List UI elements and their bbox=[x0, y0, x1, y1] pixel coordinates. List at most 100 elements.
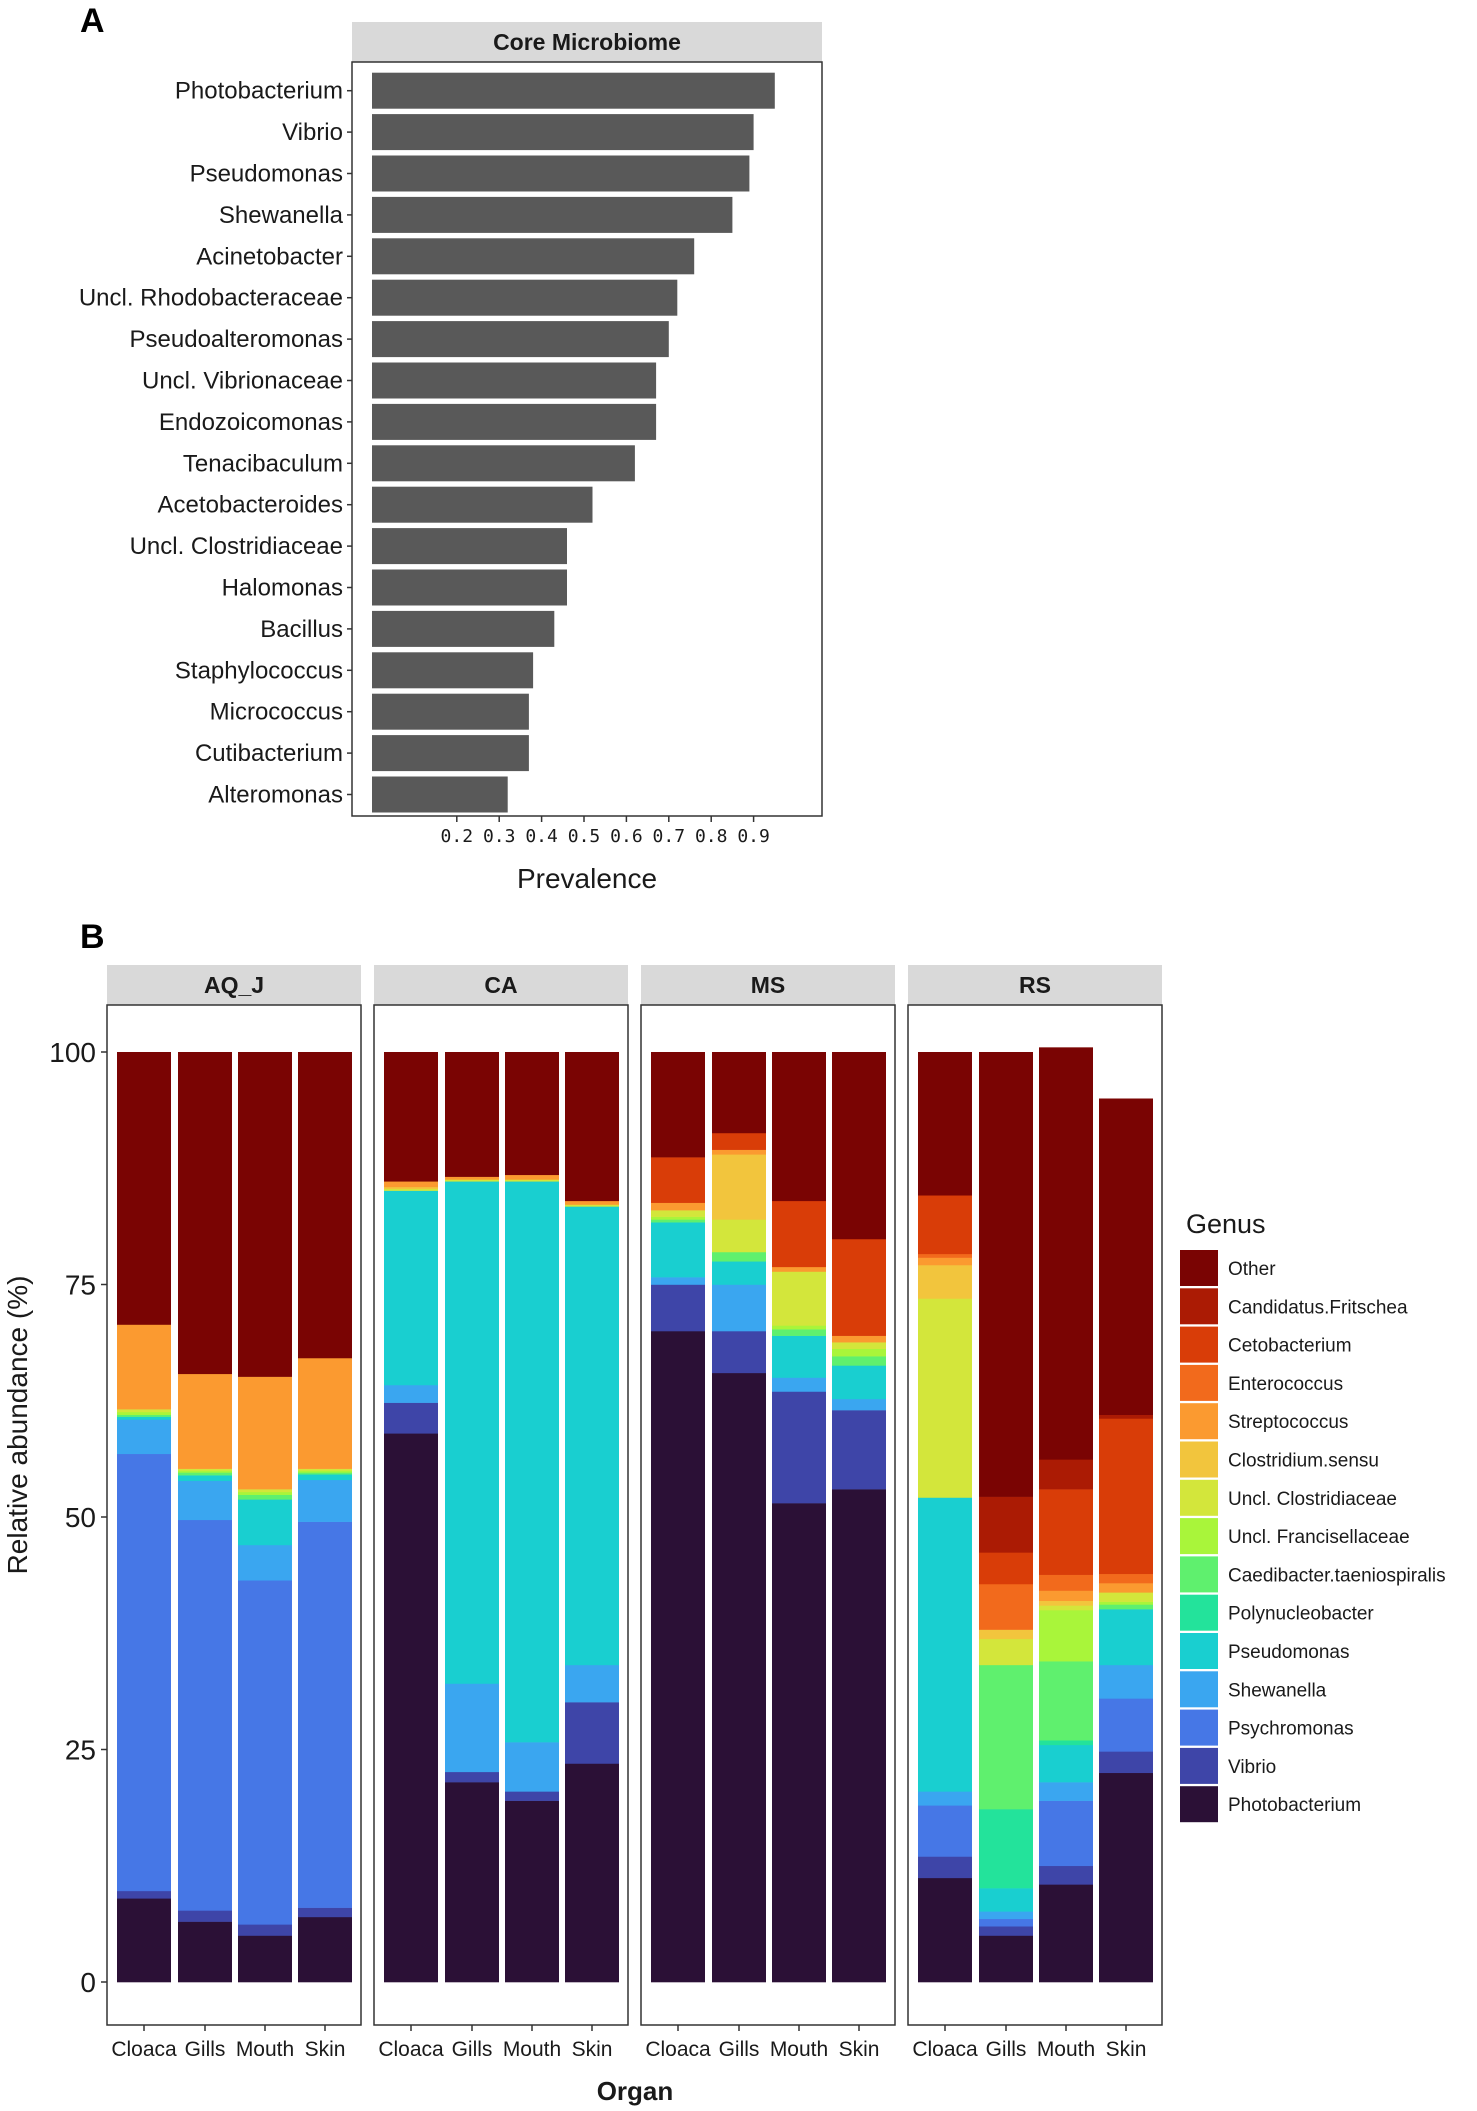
facet-strip bbox=[107, 965, 361, 1005]
segment-ca-mouth-pseudomonas bbox=[505, 1181, 559, 1743]
segment-ms-skin-pseudomonas bbox=[832, 1365, 886, 1400]
panel-a-x-ticks: 0.2 0.3 0.4 0.5 0.6 0.7 0.8 0.9 bbox=[441, 816, 770, 847]
legend-swatch-psychromonas bbox=[1180, 1709, 1218, 1746]
segment-aq-j-gills-vibrio bbox=[178, 1910, 232, 1922]
segment-aq-j-cloaca-uncl-clostridiaceae bbox=[117, 1409, 171, 1413]
segment-aq-j-mouth-shewanella bbox=[238, 1544, 292, 1581]
prevalence-bar-uncl-rhodobacteraceae bbox=[372, 279, 678, 316]
segment-aq-j-gills-shewanella bbox=[178, 1480, 232, 1521]
prevalence-bar-pseudomonas bbox=[372, 155, 750, 192]
segment-aq-j-gills-photobacterium bbox=[178, 1921, 232, 1983]
segment-aq-j-skin-shewanella bbox=[298, 1479, 352, 1522]
legend-swatch-caedibacter-taeniospiralis bbox=[1180, 1556, 1218, 1593]
segment-ca-cloaca-shewanella bbox=[384, 1384, 438, 1403]
segment-aq-j-skin-uncl-francisellaceae bbox=[298, 1470, 352, 1473]
segment-ca-mouth-shewanella bbox=[505, 1742, 559, 1792]
segment-ms-mouth-streptococcus bbox=[772, 1266, 826, 1272]
segment-ms-cloaca-vibrio bbox=[651, 1284, 705, 1332]
segment-rs-cloaca-clostridium-sensu bbox=[918, 1264, 972, 1299]
legend: Other Candidatus.Fritschea Cetobacterium En… bbox=[1180, 1250, 1446, 1823]
segment-aq-j-gills-streptococcus bbox=[178, 1373, 232, 1469]
legend-label-shewanella: Shewanella bbox=[1228, 1680, 1327, 1701]
legend-swatch-other bbox=[1180, 1250, 1218, 1286]
prevalence-bar-staphylococcus bbox=[372, 652, 534, 689]
segment-rs-skin-caedibacter-taeniospiralis bbox=[1099, 1604, 1153, 1610]
segment-rs-gills-uncl-clostridiaceae bbox=[979, 1638, 1033, 1666]
legend-swatch-uncl-clostridiaceae bbox=[1180, 1479, 1218, 1516]
segment-rs-skin-cetobacterium bbox=[1099, 1418, 1153, 1575]
segment-ca-mouth-uncl-clostridiaceae bbox=[505, 1179, 559, 1182]
segment-ms-cloaca-pseudomonas bbox=[651, 1222, 705, 1278]
segment-ms-cloaca-shewanella bbox=[651, 1277, 705, 1285]
panel-b-x-axis-title: Organ bbox=[597, 2076, 674, 2106]
segment-ms-skin-other bbox=[832, 1052, 886, 1240]
facet-ms: MS Cloaca Gills Mouth Skin bbox=[640, 965, 896, 2061]
category-label-bacillus: Bacillus bbox=[260, 616, 343, 643]
segment-rs-gills-clostridium-sensu bbox=[979, 1629, 1033, 1640]
segment-rs-cloaca-psychromonas bbox=[918, 1805, 972, 1857]
category-label-micrococcus: Micrococcus bbox=[210, 699, 343, 726]
organ-label-gills: Gills bbox=[452, 2038, 493, 2061]
segment-aq-j-mouth-streptococcus bbox=[238, 1376, 292, 1490]
category-label-pseudomonas: Pseudomonas bbox=[190, 161, 343, 188]
segment-rs-skin-pseudomonas bbox=[1099, 1609, 1153, 1666]
legend-label-clostridium-sensu: Clostridium.sensu bbox=[1228, 1451, 1379, 1472]
legend-swatch-cetobacterium bbox=[1180, 1326, 1218, 1363]
organ-label-cloaca: Cloaca bbox=[378, 2038, 444, 2061]
segment-ca-mouth-other bbox=[505, 1052, 559, 1176]
segment-ms-mouth-other bbox=[772, 1052, 826, 1202]
segment-ms-cloaca-caedibacter-taeniospiralis bbox=[651, 1219, 705, 1223]
organ-label-mouth: Mouth bbox=[503, 2038, 561, 2061]
organ-label-skin: Skin bbox=[839, 2038, 880, 2061]
segment-ms-skin-uncl-clostridiaceae bbox=[832, 1342, 886, 1349]
x-tick-label: 0.9 bbox=[737, 826, 770, 847]
legend-swatch-pseudomonas bbox=[1180, 1633, 1218, 1669]
segment-aq-j-gills-uncl-clostridiaceae bbox=[178, 1468, 232, 1471]
segment-ms-skin-shewanella bbox=[832, 1398, 886, 1411]
segment-rs-mouth-caedibacter-taeniospiralis bbox=[1039, 1661, 1093, 1741]
x-tick-label: 0.5 bbox=[568, 826, 601, 847]
segment-rs-gills-other bbox=[979, 1052, 1033, 1497]
segment-rs-mouth-pseudomonas bbox=[1039, 1744, 1093, 1783]
segment-ms-skin-vibrio bbox=[832, 1410, 886, 1490]
segment-rs-cloaca-photobacterium bbox=[918, 1877, 972, 1983]
segment-ms-cloaca-photobacterium bbox=[651, 1331, 705, 1983]
segment-ca-gills-pseudomonas bbox=[445, 1181, 499, 1684]
segment-ca-skin-other bbox=[565, 1052, 619, 1202]
segment-rs-mouth-other bbox=[1039, 1047, 1093, 1460]
facet-strip-label: AQ_J bbox=[204, 972, 264, 998]
legend-swatch-enterococcus bbox=[1180, 1364, 1218, 1401]
segment-rs-cloaca-pseudomonas bbox=[918, 1497, 972, 1792]
segment-ca-cloaca-vibrio bbox=[384, 1402, 438, 1434]
segment-aq-j-skin-photobacterium bbox=[298, 1916, 352, 1983]
segment-ca-gills-photobacterium bbox=[445, 1782, 499, 1983]
y-tick-label: 0 bbox=[80, 1967, 96, 1998]
segment-ms-cloaca-uncl-clostridiaceae bbox=[651, 1210, 705, 1217]
legend-swatch-clostridium-sensu bbox=[1180, 1441, 1218, 1478]
y-tick-label: 75 bbox=[65, 1270, 96, 1301]
segment-ms-cloaca-cetobacterium bbox=[651, 1157, 705, 1203]
prevalence-bar-bacillus bbox=[372, 610, 555, 647]
legend-label-streptococcus: Streptococcus bbox=[1228, 1412, 1348, 1433]
legend-label-caedibacter-taeniospiralis: Caedibacter.taeniospiralis bbox=[1228, 1565, 1446, 1586]
panel-a-x-axis-title: Prevalence bbox=[517, 863, 657, 894]
segment-ms-cloaca-streptococcus bbox=[651, 1202, 705, 1211]
segment-ca-gills-other bbox=[445, 1052, 499, 1177]
segment-ca-cloaca-photobacterium bbox=[384, 1433, 438, 1983]
facet-strip bbox=[641, 965, 895, 1005]
prevalence-bar-alteromonas bbox=[372, 776, 508, 813]
category-label-shewanella: Shewanella bbox=[219, 202, 344, 229]
panel-b-facets: AQ_J Cloaca Gills Mouth Skin CA Cloaca Gills Mou… bbox=[106, 965, 1163, 2061]
segment-rs-cloaca-cetobacterium bbox=[918, 1195, 972, 1255]
organ-label-gills: Gills bbox=[719, 2038, 760, 2061]
organ-label-skin: Skin bbox=[305, 2038, 346, 2061]
segment-ms-mouth-uncl-francisellaceae bbox=[772, 1325, 826, 1330]
legend-swatch-uncl-francisellaceae bbox=[1180, 1518, 1218, 1555]
category-label-acetobacteroides: Acetobacteroides bbox=[158, 492, 343, 519]
segment-rs-cloaca-shewanella bbox=[918, 1791, 972, 1806]
segment-rs-mouth-cetobacterium bbox=[1039, 1489, 1093, 1575]
legend-label-cetobacterium: Cetobacterium bbox=[1228, 1336, 1352, 1357]
segment-aq-j-skin-pseudomonas bbox=[298, 1474, 352, 1481]
prevalence-bar-halomonas bbox=[372, 569, 567, 606]
